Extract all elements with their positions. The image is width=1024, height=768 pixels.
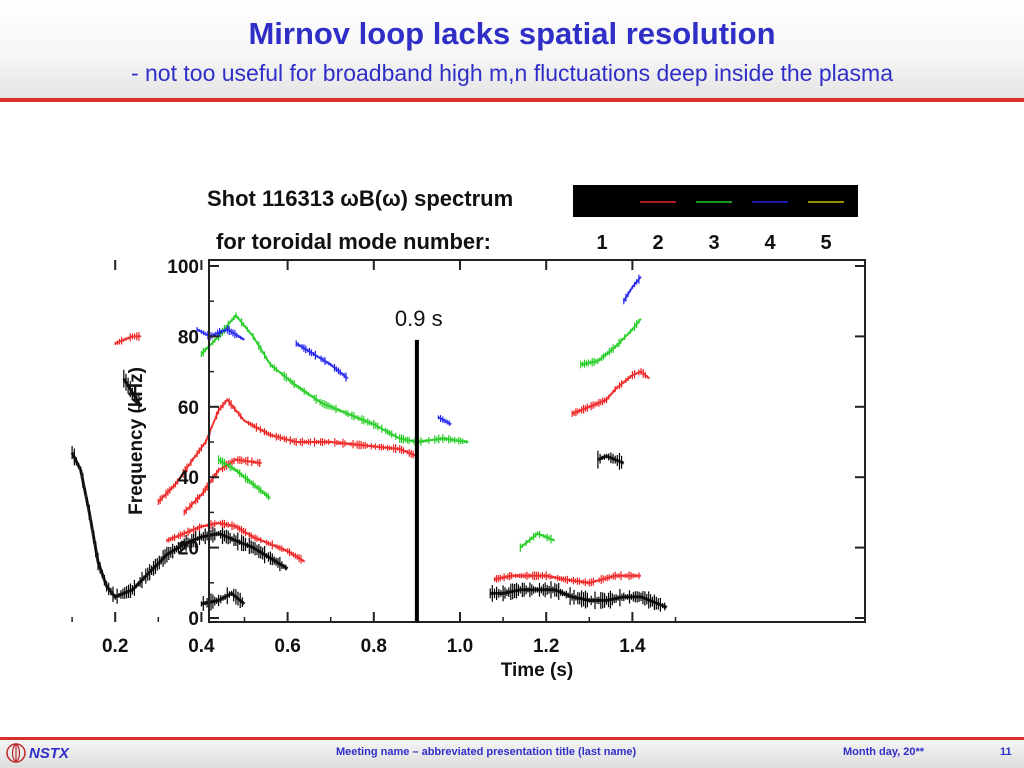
track-mode-1-0 [70, 445, 289, 604]
trace-line [490, 588, 668, 609]
nstx-logo-icon [6, 743, 26, 763]
slide-footer [0, 740, 1024, 768]
track-mode-3-2 [580, 318, 642, 369]
chart-title-line1: Shot 116313 ωB(ω) spectrum [207, 186, 513, 211]
nstx-logo-text: NSTX [29, 744, 70, 762]
y-tick-label: 0 [188, 609, 199, 630]
footer-meeting-text: Meeting name – abbreviated presentation … [336, 746, 637, 758]
track-mode-4-1 [295, 340, 349, 382]
track-mode-3-3 [519, 530, 556, 552]
track-mode-3-1 [218, 455, 272, 501]
track-mode-2-5 [493, 571, 641, 587]
y-tick-label: 40 [178, 468, 199, 489]
track-mode-2-2 [166, 519, 306, 564]
trace-line [218, 458, 272, 500]
slide-title: Mirnov loop lacks spatial resolution [248, 16, 776, 51]
slide-page-number: 11 [1000, 746, 1012, 758]
track-mode-3-0 [200, 312, 469, 446]
slide-header [0, 0, 1024, 100]
x-tick-label: 0.8 [361, 636, 387, 657]
track-mode-2-3 [114, 332, 142, 346]
track-mode-4-3 [437, 415, 452, 426]
x-axis-ticks: 0.2 0.4 0.6 0.8 1.0 1.2 1.4 [71, 260, 677, 657]
track-mode-1-2 [200, 587, 246, 611]
x-tick-label: 0.6 [274, 636, 300, 657]
time-marker-label: 0.9 s [395, 306, 443, 331]
track-mode-2-4 [571, 368, 651, 417]
plot-frame [208, 259, 866, 623]
x-tick-label: 0.4 [188, 636, 215, 657]
legend-label-mode-4: 4 [764, 232, 776, 254]
y-axis-ticks: 0 20 40 60 80 100 [167, 257, 865, 630]
trace-line [580, 318, 642, 366]
track-mode-1-1 [122, 369, 143, 413]
x-tick-label: 1.2 [533, 636, 559, 657]
legend-label-mode-1: 1 [596, 232, 607, 254]
trace-line [295, 342, 349, 380]
legend-label-mode-2: 2 [652, 232, 663, 254]
footer-divider [0, 737, 1024, 740]
series-mode-1 [70, 369, 668, 612]
header-divider [0, 98, 1024, 102]
plot-data-marks [70, 274, 668, 612]
series-mode-4 [196, 274, 642, 426]
y-tick-label: 80 [178, 327, 199, 348]
track-mode-1-4 [597, 450, 625, 470]
legend-series-labels: 1 2 3 4 5 [596, 232, 831, 254]
x-tick-label: 0.2 [102, 636, 128, 657]
x-axis-label: Time (s) [501, 660, 574, 681]
track-mode-2-0 [157, 398, 418, 505]
track-mode-1-3 [489, 581, 668, 612]
legend-label-mode-5: 5 [820, 232, 831, 254]
series-mode-3 [200, 312, 642, 552]
slide-subtitle: - not too useful for broadband high m,n … [130, 60, 894, 86]
legend-color-bar [573, 185, 858, 217]
y-tick-label: 60 [178, 398, 199, 419]
y-axis-label: Frequency (kHz) [126, 367, 147, 515]
footer-date: Month day, 20** [843, 746, 925, 758]
y-tick-label: 20 [178, 539, 199, 560]
chart-title-line2: for toroidal mode number: [216, 229, 491, 254]
x-tick-label: 1.4 [619, 636, 646, 657]
x-tick-label: 1.0 [447, 636, 473, 657]
y-tick-label: 100 [167, 257, 199, 278]
trace-line [200, 313, 469, 444]
legend-label-mode-3: 3 [708, 232, 719, 254]
track-mode-4-2 [622, 274, 642, 305]
track-mode-4-0 [196, 325, 246, 341]
nstx-logo: NSTX [6, 742, 69, 764]
